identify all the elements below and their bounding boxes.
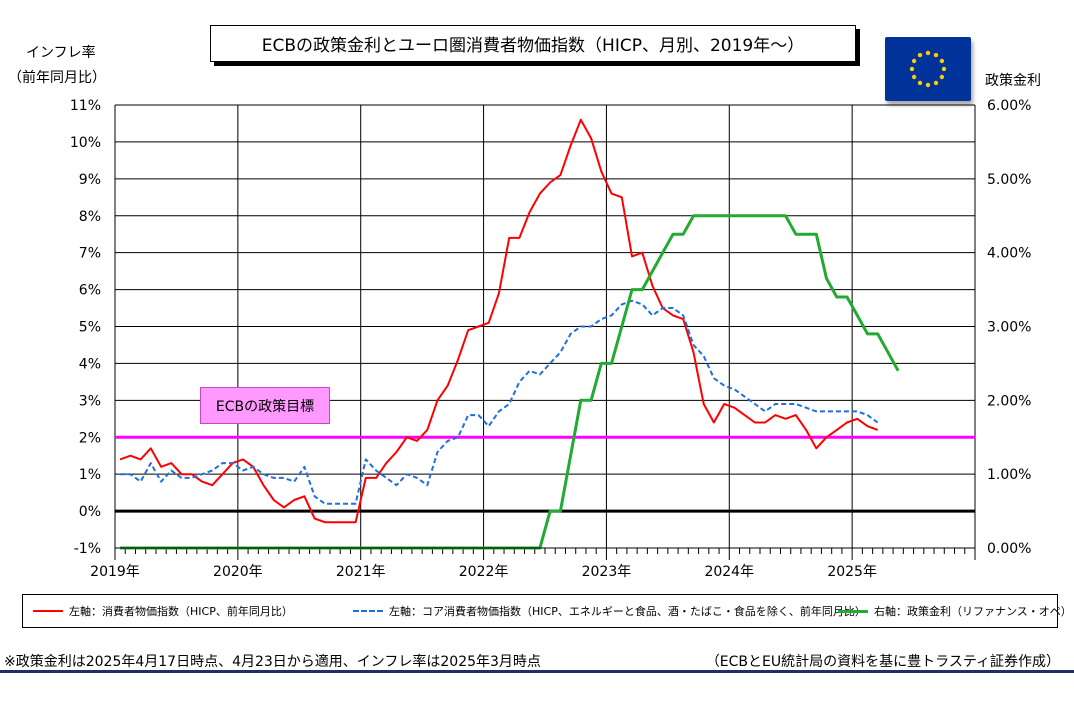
- y-left-tick-label: 3%: [79, 393, 101, 409]
- y-left-tick-label: 10%: [70, 135, 101, 151]
- y-left-tick-label: 7%: [79, 246, 101, 262]
- y-left-tick-label: 0%: [79, 504, 101, 520]
- series-rate-line: [120, 214, 900, 550]
- x-tick-label: 2021年: [336, 564, 386, 580]
- y-right-tick-label: 2.00%: [987, 393, 1031, 409]
- right-axis-title: 政策金利: [985, 73, 1041, 89]
- series-hicp-line: [119, 118, 879, 524]
- left-axis-title-line1: インフレ率: [26, 45, 96, 61]
- y-right-tick-label: 4.00%: [987, 246, 1031, 262]
- target-label: ECBの政策目標: [200, 387, 330, 424]
- y-left-tick-label: 4%: [79, 356, 101, 372]
- legend-swatch-core: [353, 610, 383, 612]
- y-right-tick-label: 0.00%: [987, 541, 1031, 557]
- legend-label-rate: 右軸：政策金利（リファナンス・オペ）: [874, 605, 1072, 618]
- y-right-tick-label: 6.00%: [987, 98, 1031, 114]
- x-tick-label: 2020年: [213, 564, 263, 580]
- y-left-tick-label: 5%: [79, 320, 101, 336]
- x-tick-label: 2022年: [459, 564, 509, 580]
- y-left-tick-label: 9%: [79, 172, 101, 188]
- footnote-left: ※政策金利は2025年4月17日時点、4月23日から適用、インフレ率は2025年…: [4, 654, 541, 670]
- y-left-tick-label: 8%: [79, 209, 101, 225]
- eu-flag-stars: [909, 50, 947, 88]
- legend-swatch-rate: [838, 609, 868, 613]
- y-left-tick-label: 6%: [79, 283, 101, 299]
- legend-label-hicp: 左軸：消費者物価指数（HICP、前年同月比）: [69, 605, 293, 618]
- legend-item-core: 左軸：コア消費者物価指数（HICP、エネルギーと食品、酒・たばこ・食品を除く、前…: [353, 595, 866, 627]
- y-right-tick-label: 1.00%: [987, 467, 1031, 483]
- y-right-tick-label: 5.00%: [987, 172, 1031, 188]
- y-left-tick-label: 1%: [79, 467, 101, 483]
- legend-item-rate: 右軸：政策金利（リファナンス・オペ）: [838, 595, 1072, 627]
- legend-swatch-hicp: [33, 610, 63, 612]
- x-tick-label: 2024年: [704, 564, 754, 580]
- legend-label-core: 左軸：コア消費者物価指数（HICP、エネルギーと食品、酒・たばこ・食品を除く、前…: [389, 605, 866, 618]
- y-left-tick-label: 11%: [70, 98, 101, 114]
- footnote-right: （ECBとEU統計局の資料を基に豊トラスティ証券作成）: [705, 654, 1060, 670]
- bottom-rule: [0, 670, 1074, 673]
- y-left-tick-label: -1%: [74, 541, 101, 557]
- left-axis-title-line2: （前年同月比）: [8, 70, 106, 86]
- x-tick-label: 2019年: [90, 564, 140, 580]
- chart-title: ECBの政策金利とユーロ圏消費者物価指数（HICP、月別、2019年～）: [210, 25, 856, 62]
- eu-flag-icon: [885, 37, 971, 101]
- legend: 左軸：消費者物価指数（HICP、前年同月比） 左軸：コア消費者物価指数（HICP…: [22, 594, 1072, 628]
- x-tick-label: 2023年: [582, 564, 632, 580]
- legend-item-hicp: 左軸：消費者物価指数（HICP、前年同月比）: [33, 595, 293, 627]
- series-core-line: [120, 299, 879, 505]
- y-left-tick-label: 2%: [79, 430, 101, 446]
- y-right-tick-label: 3.00%: [987, 320, 1031, 336]
- x-tick-label: 2025年: [827, 564, 877, 580]
